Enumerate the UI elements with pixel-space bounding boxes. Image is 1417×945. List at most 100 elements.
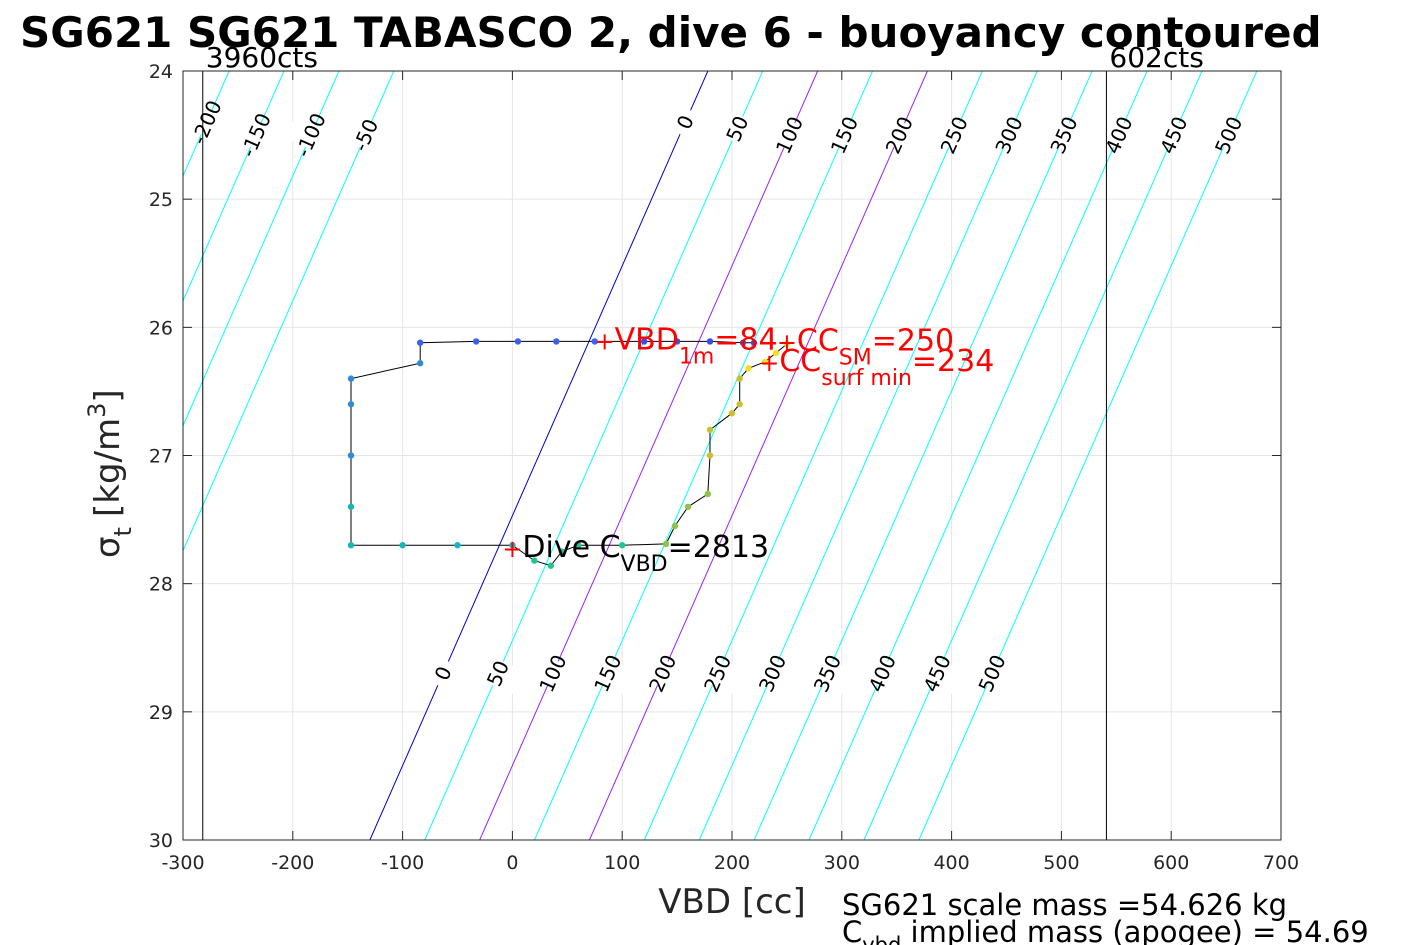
dive-track-point (347, 401, 355, 408)
contour-line (918, 71, 1258, 840)
contour-line (589, 71, 928, 840)
y-tick-label: 26 (149, 317, 173, 339)
dive-track-point (640, 338, 648, 345)
contour-label-mask (819, 114, 870, 156)
contour-label-mask (181, 101, 232, 144)
dive-track-point (673, 338, 681, 345)
y-tick-label: 30 (149, 830, 173, 852)
vbd-limit-label: 602cts (1109, 41, 1203, 74)
dive-track-point (553, 338, 560, 345)
footer-implied-mass-text: implied mass (apogee) = 54.69 (901, 915, 1368, 945)
dive-track-point (591, 338, 598, 345)
grid-lines (183, 71, 1281, 840)
dive-track-point (772, 349, 780, 357)
dive-track-point (706, 452, 714, 459)
x-tick-label: 0 (506, 852, 518, 874)
dive-track-point (531, 557, 538, 564)
y-tick-label: 24 (149, 61, 173, 83)
x-axis-label: VBD [cc] (658, 882, 806, 922)
x-tick-label: 600 (1153, 852, 1189, 874)
x-tick-label: -200 (271, 852, 314, 874)
contour-line (479, 71, 819, 840)
annotation-marker: + (502, 535, 522, 563)
contour-line (753, 71, 1093, 840)
y-tick-label: 25 (149, 189, 173, 211)
x-axis-ticks: -300 -200 -100 0 100 200 300 400 500 600 700 (161, 71, 1299, 874)
contour-line (808, 71, 1148, 840)
dive-track-point (399, 542, 406, 549)
contour-label-mask (527, 652, 579, 695)
dive-track-point (347, 375, 355, 382)
dive-track-point (739, 339, 747, 346)
dive-track-point (347, 542, 355, 549)
contour-labels: -200 -150 -100 -50 0 50 100 150 200 250 300 350 400 4… (181, 97, 1255, 696)
y-tick-label: 28 (149, 574, 173, 596)
contour-label-mask (230, 114, 282, 156)
x-tick-label: -100 (381, 852, 424, 874)
dive-track (347, 338, 791, 569)
dive-track-point (454, 542, 461, 549)
contour-label-mask (983, 114, 1035, 156)
contour-label-mask (712, 107, 763, 150)
y-tick-label: 29 (149, 702, 173, 724)
dive-track-point (575, 542, 582, 549)
y-tick-label: 27 (149, 446, 173, 468)
dive-track-point (706, 338, 714, 345)
contour-line (534, 71, 874, 840)
dive-track-point (728, 410, 736, 417)
buoyancy-contours (183, 71, 1258, 840)
x-tick-label: -300 (161, 852, 204, 874)
contour-line (369, 71, 709, 840)
y-axis-ticks: 24 25 26 27 28 29 30 (149, 61, 1281, 852)
contour-label-mask (966, 652, 1018, 695)
contour-line (424, 71, 764, 840)
y-axis-label-symbol: σ (88, 536, 128, 558)
dive-track-point (472, 338, 480, 345)
x-tick-label: 500 (1043, 852, 1079, 874)
x-tick-label: 700 (1263, 852, 1299, 874)
annotation-label: Dive CVBD=2813 (522, 530, 769, 577)
x-tick-label: 400 (933, 852, 969, 874)
dive-track-point (416, 339, 424, 346)
contour-line (183, 71, 285, 303)
y-axis-label-superscript: 3 (83, 403, 111, 418)
contour-label-mask (472, 652, 524, 695)
dive-track-point (671, 522, 679, 530)
contour-line (643, 71, 983, 840)
y-axis-label-close: ] (88, 389, 128, 402)
contour-line (698, 71, 1038, 840)
contour-label-mask (417, 652, 469, 695)
contour-line (183, 71, 395, 552)
x-tick-label: 100 (604, 852, 640, 874)
dive-track-point (750, 339, 758, 346)
dive-track-point (514, 338, 522, 345)
contour-label-mask (802, 652, 853, 695)
dive-track-point (704, 490, 712, 498)
dive-track-point (736, 401, 743, 408)
vbd-limit-lines: 3960cts 602cts (202, 41, 1204, 840)
contour-label-mask (340, 114, 392, 156)
contour-line (863, 71, 1203, 840)
footer-implied-mass: Cvbd implied mass (apogee) = 54.69 (842, 915, 1369, 945)
dive-track-point (745, 365, 752, 372)
dive-track-point (547, 562, 555, 569)
contour-label-mask (747, 652, 798, 695)
contour-label-mask (1148, 114, 1200, 156)
annotation-marker: + (759, 349, 779, 377)
footer-scale-mass: SG621 scale mass =54.626 kg (842, 888, 1287, 922)
contour-label-mask (1038, 114, 1090, 156)
dive-track-point (347, 503, 355, 510)
annotation-marker: + (595, 327, 615, 355)
contour-label-mask (285, 114, 337, 156)
contour-label-mask (856, 652, 908, 695)
contour-label-mask (637, 652, 689, 695)
dive-track-point (558, 548, 566, 555)
contour-label-mask (659, 101, 711, 144)
dive-track-point (706, 426, 714, 434)
dive-track-point (619, 542, 626, 549)
annotation-label: CCsurf min=234 (779, 344, 994, 391)
contour-label-mask (873, 114, 925, 156)
contour-label-mask (1203, 114, 1255, 156)
dive-track-point (662, 540, 670, 548)
